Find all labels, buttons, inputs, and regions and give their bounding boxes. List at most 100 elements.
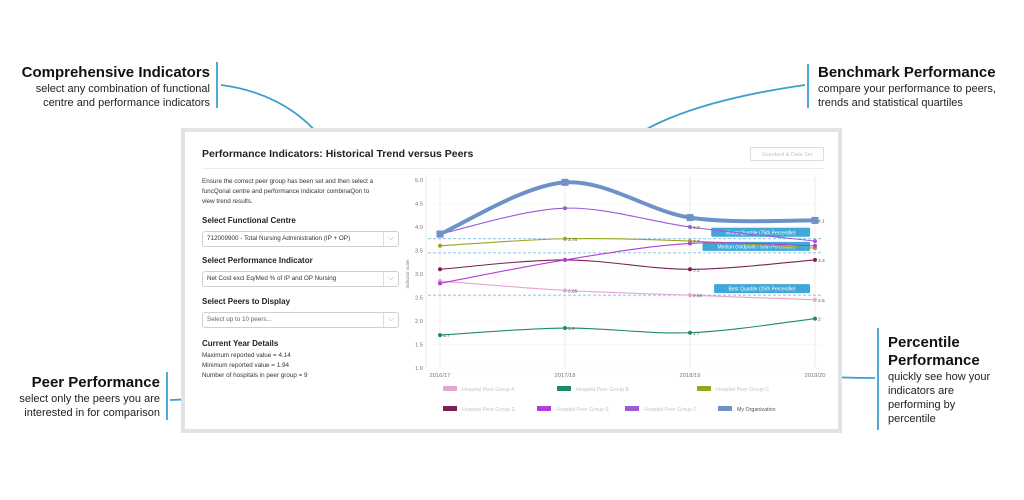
legend-swatch[interactable] xyxy=(697,386,711,391)
callout-description: performing by xyxy=(888,399,956,411)
quartile-label: Best Quartile (25th Percentile) xyxy=(729,287,796,293)
data-point[interactable] xyxy=(688,267,692,272)
y-tick-label: 2.5 xyxy=(415,296,423,302)
callout-comprehensive-indicators: Comprehensive Indicators select any comb… xyxy=(4,64,210,110)
quartile-tag xyxy=(711,227,810,237)
data-point[interactable] xyxy=(813,316,817,321)
callout-description: centre and performance indicators xyxy=(43,97,210,109)
data-point[interactable] xyxy=(438,267,442,272)
data-point[interactable] xyxy=(686,214,694,222)
legend-label[interactable]: Hospital Peer Group C xyxy=(716,387,769,393)
callout-description: interested in for comparison xyxy=(24,407,160,419)
data-label: 3.1 xyxy=(693,267,700,273)
chevron-down-icon[interactable]: ⌵ xyxy=(383,232,398,246)
data-point[interactable] xyxy=(688,293,692,298)
callout-title: Peer Performance xyxy=(31,374,160,391)
x-tick-label: 2016/17 xyxy=(430,373,451,379)
callout-title: Comprehensive Indicators xyxy=(21,64,210,81)
data-point[interactable] xyxy=(563,288,567,293)
functional-centre-select[interactable]: 712009900 - Total Nursing Administration… xyxy=(202,231,399,247)
performance-indicator-value: Net Cost excl Eq/Med % of IP and OP Nurs… xyxy=(207,275,337,282)
legend-swatch[interactable] xyxy=(443,386,457,391)
instructions-line: Ensure the correct peer group has been s… xyxy=(202,178,374,185)
data-point[interactable] xyxy=(438,281,442,286)
x-tick-label: 2018/19 xyxy=(680,373,701,379)
series-line[interactable] xyxy=(439,259,816,270)
legend-label[interactable]: Hospital Peer Group F xyxy=(644,407,697,413)
callout-peer-performance: Peer Performance select only the peers y… xyxy=(4,374,160,420)
data-point[interactable] xyxy=(813,257,817,262)
callout-description: indicators are xyxy=(888,385,955,397)
data-point[interactable] xyxy=(563,206,567,211)
legend-swatch[interactable] xyxy=(537,406,551,411)
current-year-label: Current Year Details xyxy=(202,339,279,348)
legend-swatch[interactable] xyxy=(443,406,457,411)
y-tick-label: 4.5 xyxy=(415,202,423,208)
series-line[interactable] xyxy=(439,242,816,284)
series-line-my-organization[interactable] xyxy=(439,180,816,236)
legend-label[interactable]: Hospital Peer Group E xyxy=(556,407,609,413)
series-line[interactable] xyxy=(439,280,816,301)
data-point[interactable] xyxy=(561,178,569,186)
legend-label[interactable]: Hospital Peer Group B xyxy=(576,387,629,393)
peers-multiselect[interactable]: Select up to 10 peers... ⌵ xyxy=(202,312,399,328)
quartile-tag xyxy=(714,284,810,294)
instructions-text: Ensure the correct peer group has been s… xyxy=(202,177,402,207)
data-point[interactable] xyxy=(688,225,692,229)
legend-label[interactable]: My Organization xyxy=(737,407,776,413)
legend-swatch[interactable] xyxy=(718,406,732,411)
y-tick-label: 1.5 xyxy=(415,343,423,349)
app-screenshot-panel: Performance Indicators: Historical Trend… xyxy=(181,128,842,433)
min-value-text: Minimum reported value = 1.94 xyxy=(202,362,289,369)
legend-swatch[interactable] xyxy=(625,406,639,411)
data-point[interactable] xyxy=(438,243,442,248)
callout-description: compare your performance to peers, xyxy=(818,83,996,95)
y-tick-label: 3.0 xyxy=(415,272,423,278)
trend-chart: 1.0 1.5 2.0 2.5 3.0 3.5 4.0 4.5 5.0 Indicator sca… xyxy=(405,175,825,413)
data-label: 2.5 xyxy=(818,298,825,304)
y-tick-label: 1.0 xyxy=(415,366,423,372)
series-line[interactable] xyxy=(439,237,816,249)
quartile-label: Worst Quartile (75th Percentile) xyxy=(726,230,796,236)
data-label: 4.1 xyxy=(818,218,825,224)
instructions-line: funcQonal centre and performance indicat… xyxy=(202,188,370,195)
legend-label[interactable]: Hospital Peer Group A xyxy=(462,387,515,393)
y-tick-label: 5.0 xyxy=(415,178,423,184)
callout-title: Benchmark Performance xyxy=(818,64,996,81)
data-point[interactable] xyxy=(813,243,817,248)
data-point[interactable] xyxy=(436,230,444,238)
series-line[interactable] xyxy=(439,318,816,336)
y-tick-label: 3.5 xyxy=(415,249,423,255)
performance-indicator-select[interactable]: Net Cost excl Eq/Med % of IP and OP Nurs… xyxy=(202,271,399,287)
chevron-down-icon[interactable]: ⌵ xyxy=(383,313,398,327)
callout-title: Performance xyxy=(888,352,980,369)
functional-centre-value: 712009900 - Total Nursing Administration… xyxy=(207,235,351,242)
data-point[interactable] xyxy=(563,257,567,262)
data-label: 2.54 xyxy=(693,293,703,299)
series-line[interactable] xyxy=(439,207,816,242)
data-point[interactable] xyxy=(563,326,567,331)
data-point[interactable] xyxy=(438,333,442,338)
y-tick-label: 2.0 xyxy=(415,319,423,325)
y-tick-label: 4.0 xyxy=(415,225,423,231)
data-point[interactable] xyxy=(811,216,819,224)
data-label: 2.65 xyxy=(568,288,578,294)
callout-description: select only the peers you are xyxy=(19,393,160,405)
legend-swatch[interactable] xyxy=(557,386,571,391)
legend-label[interactable]: Hospital Peer Group D xyxy=(462,407,515,413)
chevron-down-icon[interactable]: ⌵ xyxy=(383,272,398,286)
reset-data-set-button[interactable]: Standard & Data Set xyxy=(750,147,824,161)
data-point[interactable] xyxy=(813,297,817,302)
data-label: 2 xyxy=(818,317,821,323)
data-point[interactable] xyxy=(688,330,692,335)
data-label: 3.75 xyxy=(568,237,578,243)
data-point[interactable] xyxy=(688,241,692,246)
callout-description: quickly see how your xyxy=(888,371,991,383)
data-point[interactable] xyxy=(813,239,817,244)
callout-percentile-performance: Percentile Performance quickly see how y… xyxy=(888,334,1018,426)
data-point[interactable] xyxy=(563,236,567,241)
data-label: 3.7 xyxy=(693,239,700,245)
peers-label: Select Peers to Display xyxy=(202,297,291,306)
data-label: 1.7 xyxy=(693,331,700,337)
data-label: 3.3 xyxy=(818,258,825,264)
